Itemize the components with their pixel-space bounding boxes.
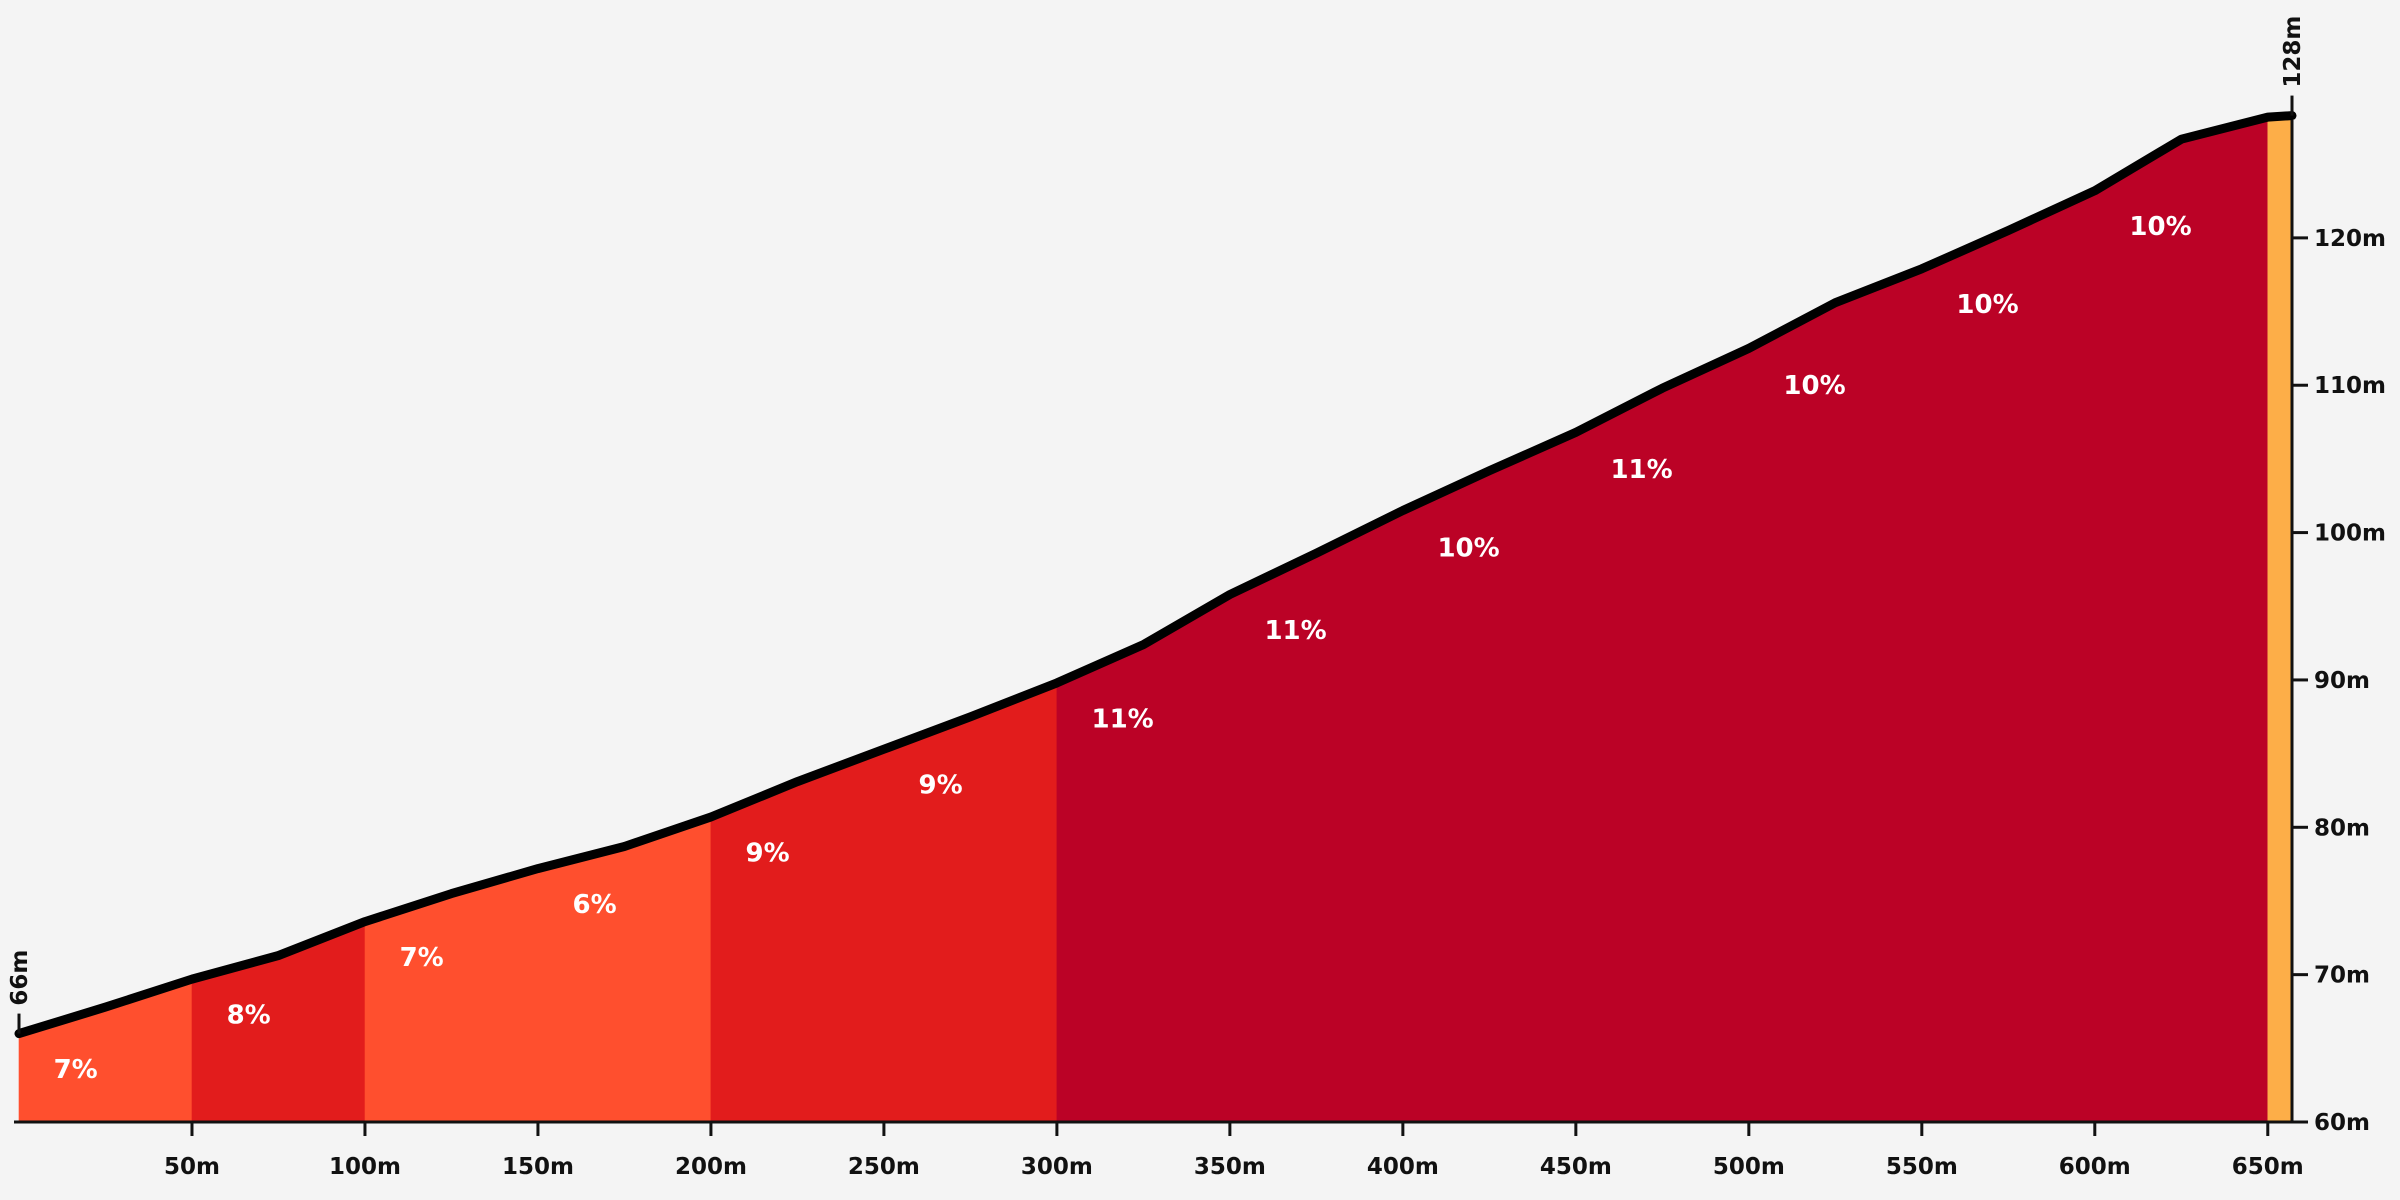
x-tick-label: 350m — [1194, 1154, 1266, 1180]
x-tick-label: 450m — [1540, 1154, 1612, 1180]
x-tick-label: 650m — [2232, 1154, 2304, 1180]
gradient-percent-label: 11% — [1610, 455, 1672, 485]
gradient-segments — [18, 115, 2293, 1123]
start-elevation-label: 66m — [7, 950, 33, 1006]
end-elevation-label: 128m — [2280, 16, 2306, 88]
gradient-labels: 7% 8% 7% 6% 9% 9% 11% 11% 10% 11% 10% 10% 10% — [54, 212, 2192, 1085]
gradient-percent-label: 10% — [1956, 290, 2018, 320]
y-tick-label: 100m — [2314, 521, 2386, 547]
gradient-percent-label: 6% — [573, 890, 617, 920]
y-tick-label: 80m — [2314, 815, 2370, 841]
gradient-percent-label: 10% — [1437, 533, 1499, 563]
x-tick-label: 150m — [502, 1154, 574, 1180]
gradient-segment-6 — [2267, 115, 2293, 1123]
x-tick-label: 250m — [848, 1154, 920, 1180]
profile-outline — [14, 111, 2297, 1039]
gradient-segment-1 — [18, 978, 193, 1123]
y-tick-label: 120m — [2314, 226, 2386, 252]
y-tick-label: 70m — [2314, 963, 2370, 989]
x-tick-label: 500m — [1713, 1154, 1785, 1180]
axes: 50m 100m 150m 200m 250m 300m 350m 400m 450m 500m 5… — [7, 16, 2386, 1180]
x-tick-label: 600m — [2059, 1154, 2131, 1180]
y-tick-label: 90m — [2314, 668, 2370, 694]
x-tick-label: 200m — [675, 1154, 747, 1180]
gradient-percent-label: 11% — [1091, 704, 1153, 734]
x-tick-label: 50m — [164, 1154, 220, 1180]
x-tick-label: 550m — [1886, 1154, 1958, 1180]
gradient-percent-label: 10% — [1783, 371, 1845, 401]
y-tick-label: 60m — [2314, 1110, 2370, 1136]
gradient-percent-label: 10% — [2129, 212, 2191, 242]
y-tick-label: 110m — [2314, 373, 2386, 399]
x-tick-label: 400m — [1367, 1154, 1439, 1180]
gradient-percent-label: 11% — [1264, 616, 1326, 646]
gradient-percent-label: 9% — [746, 838, 790, 868]
x-tick-label: 300m — [1021, 1154, 1093, 1180]
profile-line — [14, 111, 2297, 1039]
x-tick-label: 100m — [329, 1154, 401, 1180]
gradient-percent-label: 7% — [54, 1055, 98, 1085]
gradient-percent-label: 8% — [227, 1000, 271, 1030]
gradient-percent-label: 7% — [400, 943, 444, 973]
gradient-percent-label: 9% — [919, 771, 963, 801]
gradient-segment-5 — [1056, 116, 2269, 1123]
